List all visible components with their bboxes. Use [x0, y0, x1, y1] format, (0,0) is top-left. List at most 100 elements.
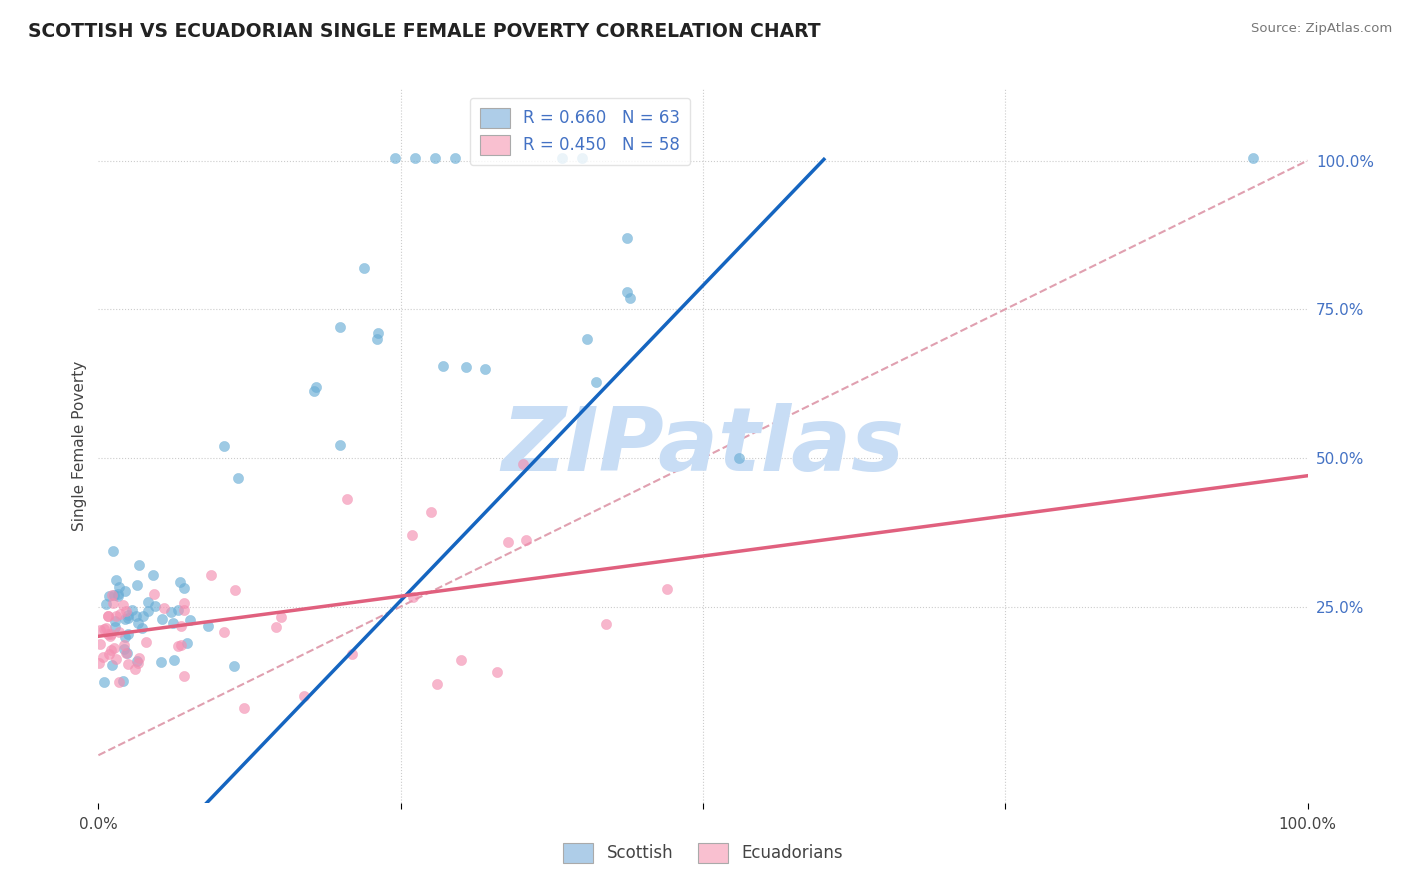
Point	[107, 590, 129, 604]
Point	[366, 332, 388, 346]
Point	[127, 615, 149, 630]
Point	[127, 656, 149, 670]
Point	[270, 609, 292, 624]
Point	[112, 638, 135, 652]
Point	[200, 567, 222, 582]
Point	[98, 647, 121, 661]
Point	[115, 646, 138, 660]
Point	[108, 674, 131, 689]
Point	[384, 151, 406, 165]
Point	[152, 601, 174, 615]
Point	[655, 582, 678, 596]
Point	[89, 637, 111, 651]
Point	[456, 359, 478, 374]
Point	[125, 578, 148, 592]
Point	[108, 625, 131, 640]
Point	[150, 612, 173, 626]
Point	[132, 608, 155, 623]
Point	[125, 609, 148, 624]
Point	[515, 533, 537, 548]
Point	[136, 595, 159, 609]
Point	[197, 619, 219, 633]
Point	[585, 375, 607, 389]
Point	[97, 627, 120, 641]
Point	[160, 605, 183, 619]
Point	[404, 151, 426, 165]
Point	[353, 260, 375, 275]
Point	[89, 624, 111, 638]
Point	[179, 613, 201, 627]
Point	[173, 581, 195, 595]
Point	[367, 326, 389, 341]
Point	[163, 652, 186, 666]
Point	[342, 647, 364, 661]
Point	[450, 653, 472, 667]
Point	[117, 657, 139, 671]
Point	[142, 567, 165, 582]
Point	[125, 654, 148, 668]
Point	[103, 544, 125, 558]
Point	[166, 639, 188, 653]
Point	[420, 505, 443, 519]
Legend: Scottish, Ecuadorians: Scottish, Ecuadorians	[553, 832, 853, 873]
Point	[121, 603, 143, 617]
Point	[114, 604, 136, 618]
Point	[114, 584, 136, 599]
Point	[571, 151, 593, 165]
Point	[305, 379, 328, 393]
Point	[93, 674, 115, 689]
Point	[114, 612, 136, 626]
Point	[111, 598, 134, 612]
Point	[575, 332, 598, 346]
Point	[496, 535, 519, 549]
Point	[224, 582, 246, 597]
Point	[169, 575, 191, 590]
Point	[444, 151, 467, 165]
Point	[101, 595, 124, 609]
Point	[100, 626, 122, 640]
Point	[112, 641, 135, 656]
Point	[104, 614, 127, 628]
Point	[143, 599, 166, 613]
Point	[110, 607, 132, 622]
Point	[107, 587, 129, 601]
Point	[619, 291, 641, 305]
Point	[114, 646, 136, 660]
Point	[100, 643, 122, 657]
Point	[104, 609, 127, 624]
Point	[222, 659, 245, 673]
Point	[128, 558, 150, 573]
Point	[104, 573, 127, 587]
Point	[728, 450, 751, 465]
Point	[143, 587, 166, 601]
Point	[616, 230, 638, 244]
Point	[108, 580, 131, 594]
Point	[97, 609, 120, 624]
Point	[103, 641, 125, 656]
Point	[173, 603, 195, 617]
Point	[264, 620, 287, 634]
Point	[550, 151, 572, 165]
Point	[93, 649, 115, 664]
Point	[512, 458, 534, 472]
Point	[336, 491, 359, 506]
Point	[111, 674, 134, 689]
Point	[114, 630, 136, 644]
Point	[136, 604, 159, 618]
Point	[105, 652, 128, 666]
Point	[94, 598, 117, 612]
Point	[173, 596, 195, 610]
Point	[226, 471, 249, 485]
Point	[212, 624, 235, 639]
Point	[426, 677, 449, 691]
Point	[474, 361, 496, 376]
Point	[100, 588, 122, 602]
Point	[162, 615, 184, 630]
Point	[124, 663, 146, 677]
Point	[302, 384, 325, 398]
Point	[100, 658, 122, 673]
Point	[292, 689, 315, 703]
Point	[170, 638, 193, 652]
Point	[1241, 151, 1264, 165]
Point	[423, 151, 446, 165]
